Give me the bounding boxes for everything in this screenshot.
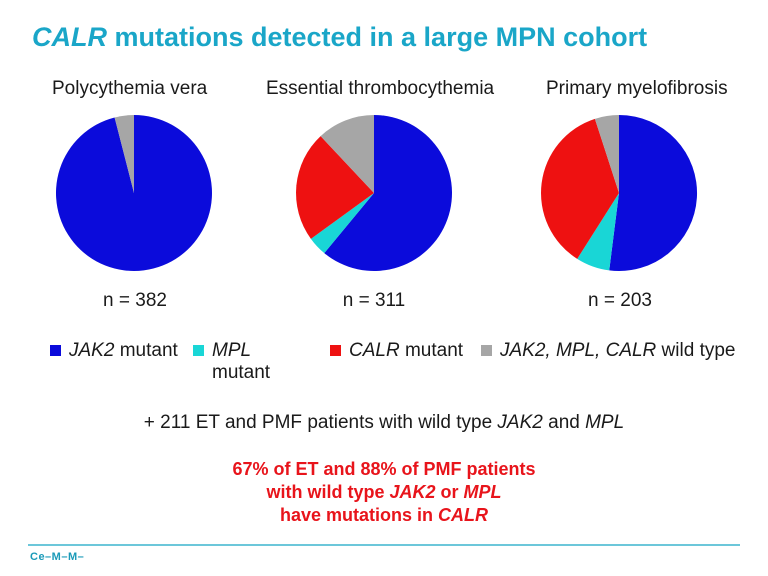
pie-pmf-slice-mpl	[577, 193, 619, 271]
legend-mpl: MPL mutant	[193, 340, 270, 384]
legend-swatch-wild	[481, 345, 492, 356]
pie-et	[296, 115, 452, 271]
pie-et-slice-wild-type	[320, 115, 374, 193]
conclusion-line-1: 67% of ET and 88% of PMF patients	[232, 459, 536, 479]
pie-title-et: Essential thrombocythemia	[266, 78, 495, 99]
legend-label-calr: CALR mutant	[349, 340, 464, 361]
pie-pv-slice-jak2	[55, 115, 212, 271]
n-label-et: n = 311	[342, 290, 406, 311]
pie-et-slice-jak2	[324, 115, 452, 271]
legend-swatch-jak2	[50, 345, 61, 356]
legend-label-jak2: JAK2 mutant	[69, 340, 178, 361]
pie-pmf-slice-calr	[541, 118, 619, 259]
n-label-pmf: n = 203	[588, 290, 652, 311]
legend-swatch-mpl	[193, 345, 204, 356]
pie-et-slice-calr	[296, 136, 374, 239]
n-label-pv: n = 382	[103, 290, 167, 311]
legend-label-wild: JAK2, MPL, CALR wild type	[500, 340, 736, 361]
cemm-logo: Ce–M–M–	[30, 551, 85, 563]
legend-jak2: JAK2 mutant	[50, 340, 178, 362]
pie-pv-slice-wild-type	[114, 114, 134, 193]
conclusion-line-2: with wild type JAK2 or MPL	[266, 482, 502, 502]
conclusion-line-3: have mutations in CALR	[279, 505, 489, 525]
wild-type-note: + 211 ET and PMF patients with wild type…	[143, 412, 625, 433]
legend-calr: CALR mutant	[330, 340, 463, 362]
pie-pmf-slice-jak2	[609, 114, 698, 271]
title-emph: CALR	[32, 22, 107, 52]
pie-pv	[55, 114, 212, 271]
slide-title: CALR mutations detected in a large MPN c…	[32, 22, 647, 53]
pie-pmf	[541, 114, 698, 271]
pie-title-pv: Polycythemia vera	[52, 78, 208, 99]
legend-swatch-calr	[330, 345, 341, 356]
pie-title-pmf: Primary myelofibrosis	[546, 78, 728, 99]
legend-wild: JAK2, MPL, CALR wild type	[481, 340, 735, 362]
conclusion-text: 67% of ET and 88% of PMF patients with w…	[0, 458, 768, 527]
footer-divider	[28, 544, 740, 546]
pie-et-slice-mpl	[310, 193, 374, 254]
pie-pmf-slice-wild-type	[594, 115, 619, 193]
legend-label-mpl: MPL mutant	[212, 340, 271, 383]
title-rest: mutations detected in a large MPN cohort	[107, 22, 648, 52]
